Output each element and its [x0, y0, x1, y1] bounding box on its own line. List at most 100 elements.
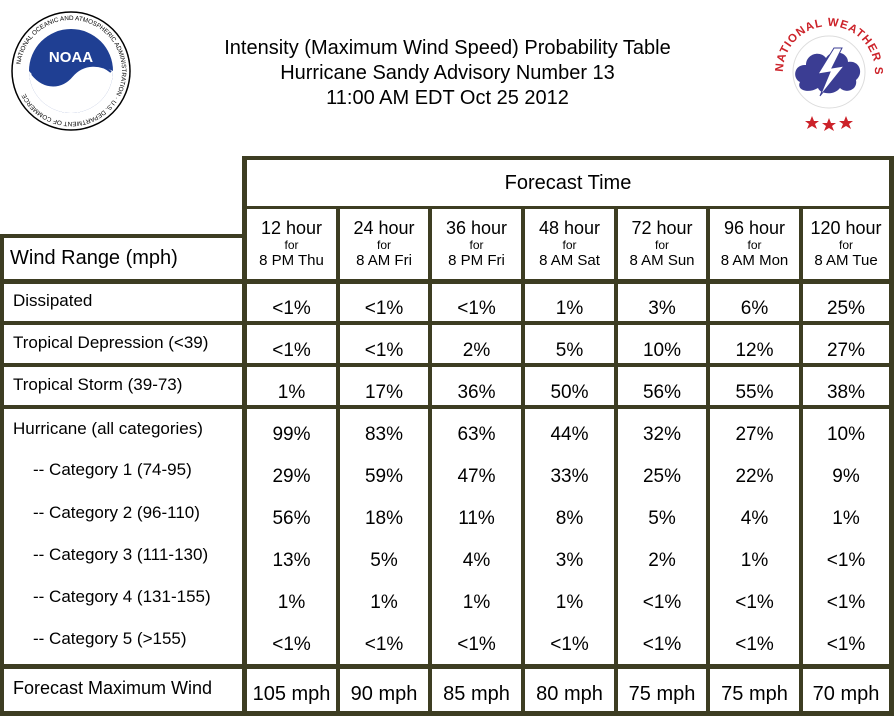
row-label: -- Category 3 (111-130) [33, 545, 209, 564]
column-header-for: for [747, 237, 762, 252]
probability-cell: 55% [735, 382, 774, 403]
probability-cell: 2% [462, 340, 491, 361]
column-header-hour: 36 hour [445, 217, 508, 238]
forecast-time-header: Forecast Time [504, 171, 632, 194]
max-wind-cell: 90 mph [350, 683, 418, 705]
probability-cell: <1% [826, 550, 866, 571]
column-header: 96 hour for 8 AM Mon [710, 212, 799, 276]
column-header-hour: 48 hour [538, 217, 601, 238]
probability-cell: 83% [364, 424, 404, 445]
probability-cell: <1% [826, 592, 866, 613]
probability-cell: 29% [272, 466, 311, 487]
row-label: -- Category 1 (74-95) [33, 460, 192, 479]
probability-cell: 1% [370, 592, 398, 613]
max-wind-cell: 75 mph [721, 683, 788, 705]
column-header-hour: 96 hour [723, 217, 786, 238]
probability-cell: <1% [826, 634, 866, 655]
max-wind-label: Forecast Maximum Wind [13, 678, 213, 698]
probability-cell: 10% [642, 340, 682, 361]
column-header: 12 hour for 8 PM Thu [247, 212, 336, 276]
probability-cell: 47% [457, 466, 496, 487]
column-header-for: for [284, 237, 299, 252]
column-header-date: 8 PM Fri [448, 251, 505, 269]
row-label: Tropical Depression (<39) [13, 333, 209, 352]
probability-cell: 3% [648, 298, 676, 319]
noaa-logo: NOAA NATIONAL OCEANIC AND ATMOSPHERIC AD… [11, 11, 131, 131]
row-label: Tropical Storm (39-73) [13, 375, 183, 394]
probability-cell: <1% [364, 634, 404, 655]
probability-cell: 1% [555, 298, 584, 319]
probability-cell: 9% [832, 466, 860, 487]
probability-cell: 1% [832, 508, 860, 529]
probability-cell: 5% [648, 508, 676, 529]
probability-cell: 6% [740, 298, 769, 319]
probability-cell: <1% [364, 340, 404, 361]
probability-cell: 50% [550, 382, 589, 403]
probability-cell: <1% [272, 634, 311, 655]
probability-cell: 1% [740, 550, 769, 571]
row-label: -- Category 4 (131-155) [33, 587, 211, 606]
probability-cell: 25% [826, 298, 866, 319]
probability-cell: <1% [457, 634, 496, 655]
probability-cell: 1% [462, 592, 491, 613]
probability-cell: <1% [642, 592, 682, 613]
column-header-for: for [562, 237, 577, 252]
column-header-date: 8 AM Tue [814, 251, 878, 269]
probability-cell: 44% [550, 424, 589, 445]
probability-cell: 2% [648, 550, 676, 571]
max-wind-cell: 105 mph [252, 683, 331, 705]
probability-cell: 33% [550, 466, 589, 487]
probability-cell: 56% [272, 508, 311, 529]
title-line-1: Intensity (Maximum Wind Speed) Probabili… [224, 37, 671, 59]
probability-cell: 13% [272, 550, 311, 571]
probability-cell: 36% [457, 382, 496, 403]
probability-cell: <1% [550, 634, 589, 655]
probability-cell: 32% [642, 424, 682, 445]
column-header-hour: 72 hour [631, 217, 693, 238]
row-label: -- Category 5 (>155) [33, 629, 187, 648]
probability-cell: 12% [735, 340, 774, 361]
probability-cell: 59% [364, 466, 404, 487]
wind-range-header: Wind Range (mph) [10, 247, 178, 269]
column-header: 72 hour for 8 AM Sun [618, 212, 706, 276]
probability-cell: 27% [826, 340, 866, 361]
probability-cell: 27% [735, 424, 774, 445]
probability-cell: 22% [735, 466, 774, 487]
column-header-for: for [376, 237, 391, 252]
probability-cell: 3% [555, 550, 584, 571]
max-wind-cell: 70 mph [812, 683, 880, 705]
max-wind-cell: 85 mph [443, 683, 510, 705]
column-header-hour: 12 hour [260, 217, 323, 238]
probability-cell: 11% [458, 508, 495, 529]
probability-cell: 17% [364, 382, 404, 403]
probability-cell: <1% [735, 592, 774, 613]
row-label: Dissipated [13, 291, 93, 310]
page-title: Intensity (Maximum Wind Speed) Probabili… [0, 36, 895, 111]
max-wind-cell: 80 mph [536, 683, 603, 705]
column-header: 120 hour for 8 AM Tue [803, 212, 889, 276]
column-header: 24 hour for 8 AM Fri [340, 212, 428, 276]
column-header-date: 8 PM Thu [259, 251, 324, 269]
row-label: -- Category 2 (96-110) [33, 503, 200, 522]
title-line-2: Hurricane Sandy Advisory Number 13 [280, 62, 615, 84]
probability-cell: 63% [457, 424, 496, 445]
probability-cell: 8% [555, 508, 584, 529]
probability-cell: 4% [462, 550, 491, 571]
title-line-3: 11:00 AM EDT Oct 25 2012 [326, 87, 569, 109]
probability-cell: 99% [272, 424, 311, 445]
probability-cell: 4% [740, 508, 769, 529]
probability-cell: 18% [364, 508, 404, 529]
column-header-date: 8 AM Fri [356, 251, 412, 269]
probability-cell: 10% [826, 424, 866, 445]
probability-cell: 56% [642, 382, 682, 403]
probability-cell: 38% [826, 382, 866, 403]
probability-cell: 1% [555, 592, 584, 613]
column-header-for: for [654, 237, 669, 252]
column-header-date: 8 AM Sat [539, 251, 600, 269]
column-header-hour: 24 hour [353, 217, 415, 238]
column-header-for: for [469, 237, 484, 252]
probability-cell: 5% [555, 340, 584, 361]
column-header: 36 hour for 8 PM Fri [432, 212, 521, 276]
probability-cell: 5% [370, 550, 398, 571]
probability-cell: <1% [272, 340, 311, 361]
